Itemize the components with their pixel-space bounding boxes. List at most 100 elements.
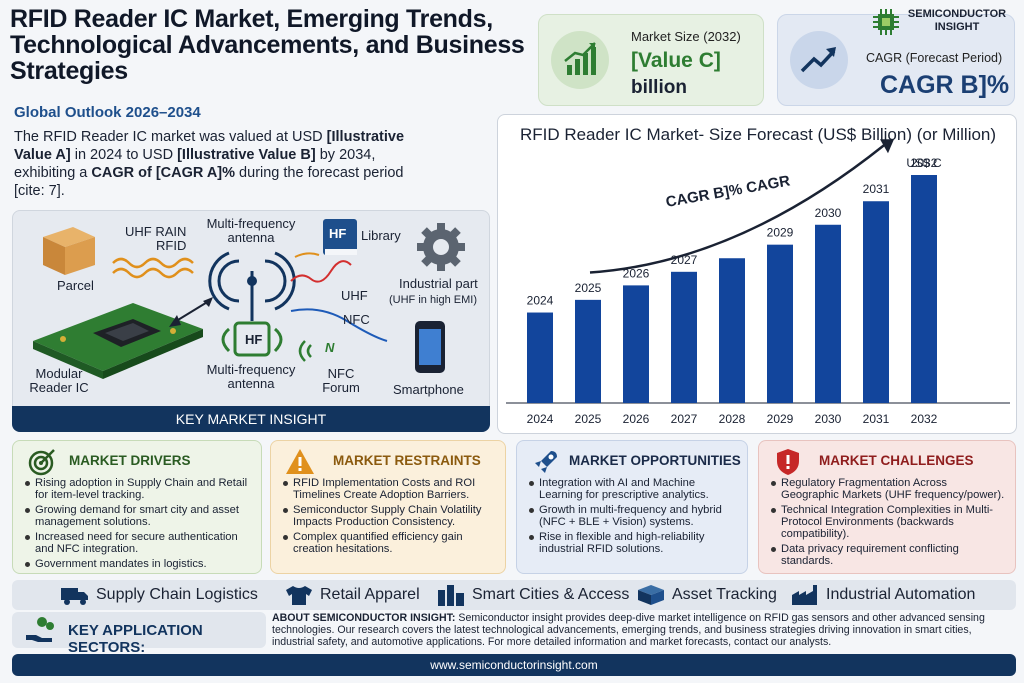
drivers-title: MARKET DRIVERS: [69, 453, 191, 468]
bar-label: 2024: [527, 294, 554, 308]
summary-text: The RFID Reader IC market was valued at …: [14, 129, 405, 199]
shield-alert-icon: [777, 449, 799, 475]
bar-label: 2029: [767, 226, 794, 240]
footer-url[interactable]: www.semiconductorinsight.com: [12, 654, 1016, 676]
key-application-sectors: KEY APPLICATION SECTORS:: [12, 612, 266, 656]
list-item: Technical Integration Complexities in Mu…: [771, 504, 1007, 540]
bar-label: 2031: [863, 182, 890, 196]
bar-2032: [911, 175, 937, 403]
truck-icon: [61, 588, 88, 605]
bar-label: 2025: [575, 281, 602, 295]
trend-arrowhead: [880, 139, 894, 154]
list-item: RFID Implementation Costs and ROI Timeli…: [283, 477, 497, 501]
antenna-icon: [208, 251, 296, 321]
bar-label: 2030: [815, 206, 842, 220]
library-label: Library: [361, 228, 401, 243]
bar-2028: [719, 258, 745, 403]
bar-2030: [815, 224, 841, 403]
sector-supply-chain[interactable]: Supply Chain Logistics: [60, 584, 260, 606]
rfid-diagram: Parcel UHF RAIN RFID Multi-frequency ante…: [12, 210, 490, 432]
list-item: Rising adoption in Supply Chain and Reta…: [25, 477, 253, 501]
rocket-icon: [535, 451, 557, 473]
top-value-label: US$ C: [906, 156, 942, 170]
nfc-label: NFC: [343, 312, 370, 327]
sector-retail[interactable]: Retail Apparel: [284, 584, 434, 606]
challenges-title: MARKET CHALLENGES: [819, 453, 974, 468]
market-size-value: [Value C]: [631, 49, 721, 72]
nfc-logo: N: [325, 340, 335, 355]
key-market-insight-bar: KEY MARKET INSIGHT: [12, 406, 490, 432]
list-item: Integration with AI and Machine Learning…: [529, 477, 739, 501]
nfc-forum-label: NFC Forum: [322, 366, 360, 395]
antenna-bottom-label: Multi-frequency antenna: [206, 362, 296, 391]
parcel-label: Parcel: [57, 278, 94, 293]
market-size-label: Market Size (2032): [631, 29, 741, 44]
page-title: RFID Reader IC Market, Emerging Trends, …: [10, 5, 525, 85]
bar-2027: [671, 271, 697, 403]
sector-asset-tracking[interactable]: Asset Tracking: [636, 584, 796, 606]
x-tick-label: 2031: [863, 412, 890, 426]
list-item: Complex quantified efficiency gain creat…: [283, 531, 497, 555]
industrial-note: (UHF in high EMI): [389, 294, 478, 306]
hf-coil-icon: [221, 321, 283, 357]
uhf-label: UHF: [341, 288, 368, 303]
page-subtitle: Global Outlook 2026–2034: [14, 104, 201, 121]
x-tick-label: 2027: [671, 412, 698, 426]
forecast-chart-panel: RFID Reader IC Market- Size Forecast (US…: [497, 114, 1017, 434]
sector-smart-cities[interactable]: Smart Cities & Access: [436, 584, 656, 606]
list-item: Data privacy requirement conflicting sta…: [771, 543, 1007, 567]
uhf-wave-icon: [112, 257, 194, 279]
list-item: Regulatory Fragmentation Across Geograph…: [771, 477, 1007, 501]
industrial-label: Industrial part: [399, 276, 478, 291]
x-tick-label: 2032: [911, 412, 938, 426]
hand-coins-icon: [26, 617, 54, 642]
x-tick-label: 2025: [575, 412, 602, 426]
sector-industrial-automation[interactable]: Industrial Automation: [790, 584, 1010, 606]
opportunities-title: MARKET OPPORTUNITIES: [569, 453, 741, 468]
list-item: Rise in flexible and high-reliability in…: [529, 531, 739, 555]
bar-2024: [527, 312, 553, 403]
bar-label: 2032: [911, 156, 938, 170]
parcel-icon: [43, 227, 95, 275]
about-text: ABOUT SEMICONDUCTOR INSIGHT: Semiconduct…: [272, 612, 985, 648]
warning-icon: [286, 449, 314, 474]
restraints-title: MARKET RESTRAINTS: [333, 453, 481, 468]
company-logo[interactable]: SEMICONDUCTOR INSIGHT: [870, 6, 1020, 38]
trend-arrow-icon: [790, 31, 848, 89]
cagr-value: CAGR B]%: [880, 71, 1010, 99]
market-challenges-box: MARKET CHALLENGES Regulatory Fragmentati…: [758, 440, 1016, 574]
bar-2025: [575, 299, 601, 403]
shirt-icon: [286, 586, 312, 605]
city-icon: [438, 585, 464, 606]
modular-label: Modular Reader IC: [29, 366, 89, 395]
link-arrow: [172, 300, 210, 324]
antenna-top-label: Multi-frequency antenna: [206, 216, 296, 245]
logo-text: SEMICONDUCTOR INSIGHT: [907, 8, 1007, 33]
bar-label: 2026: [623, 266, 650, 280]
list-item: Growth in multi-frequency and hybrid (NF…: [529, 504, 739, 528]
x-tick-label: 2028: [719, 412, 746, 426]
nfc-wave-icon: [298, 340, 312, 362]
chip-icon: [873, 9, 899, 35]
market-restraints-box: MARKET RESTRAINTS RFID Implementation Co…: [270, 440, 506, 574]
book-badge: HF: [329, 226, 347, 241]
chart-title: RFID Reader IC Market- Size Forecast (US…: [519, 125, 997, 144]
bar-2031: [863, 201, 889, 403]
target-icon: [28, 449, 55, 476]
x-tick-label: 2026: [623, 412, 650, 426]
market-drivers-box: MARKET DRIVERS Rising adoption in Supply…: [12, 440, 262, 574]
bar-2026: [623, 285, 649, 403]
smartphone-label: Smartphone: [393, 382, 464, 397]
cagr-card: CAGR (Forecast Period) CAGR B]%: [777, 14, 1015, 106]
list-item: Increased need for secure authentication…: [25, 531, 253, 555]
book-icon: [323, 219, 357, 255]
list-item: Semiconductor Supply Chain Volatility Im…: [283, 504, 497, 528]
hf-label: HF: [245, 332, 263, 347]
growth-chart-icon: [551, 31, 609, 89]
trend-arrow: [589, 144, 885, 274]
list-item: Government mandates in logistics.: [25, 558, 253, 570]
x-tick-label: 2024: [527, 412, 554, 426]
market-size-card: Market Size (2032) [Value C] billion: [538, 14, 764, 106]
list-item: Growing demand for smart city and asset …: [25, 504, 253, 528]
